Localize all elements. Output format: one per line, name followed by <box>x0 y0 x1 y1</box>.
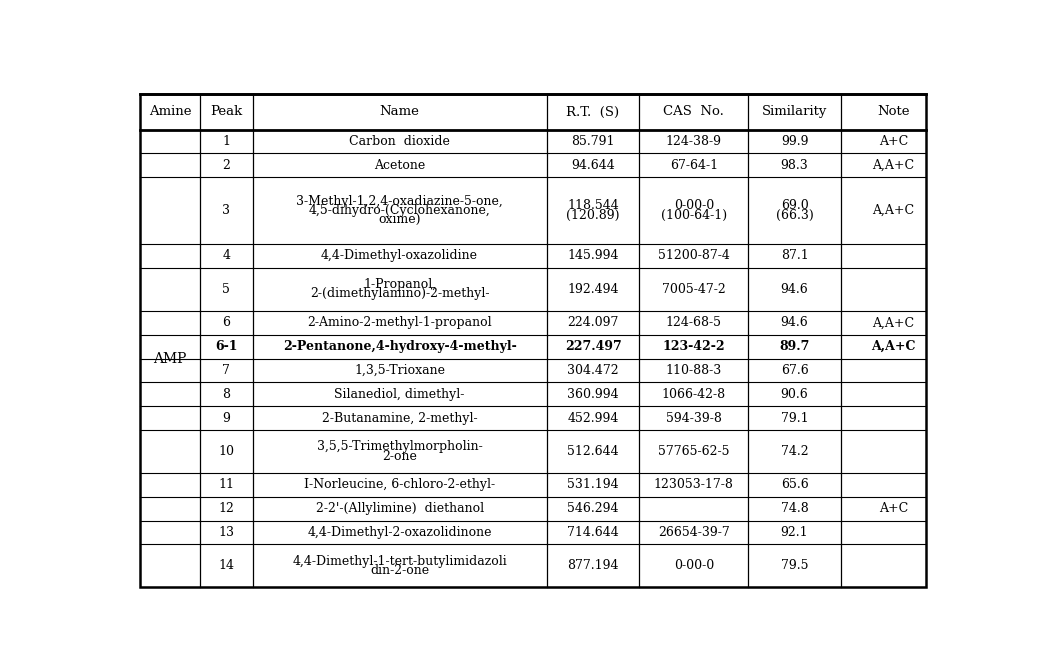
Text: 65.6: 65.6 <box>781 478 808 492</box>
Text: CAS  No.: CAS No. <box>664 105 724 119</box>
Text: 10: 10 <box>218 445 234 458</box>
Text: 74.2: 74.2 <box>781 445 808 458</box>
Text: 57765-62-5: 57765-62-5 <box>658 445 729 458</box>
Text: 3,5,5-Trimethylmorpholin-: 3,5,5-Trimethylmorpholin- <box>317 440 483 454</box>
Text: 85.791: 85.791 <box>571 135 615 148</box>
Text: 118.544: 118.544 <box>567 199 619 213</box>
Text: 79.1: 79.1 <box>781 412 808 424</box>
Text: 531.194: 531.194 <box>567 478 619 492</box>
Text: 3-Methyl-1,2,4-oxadiazine-5-one,: 3-Methyl-1,2,4-oxadiazine-5-one, <box>296 195 503 208</box>
Text: R.T.  (S): R.T. (S) <box>567 105 620 119</box>
Text: A,A+C: A,A+C <box>872 340 915 353</box>
Text: 7: 7 <box>223 364 230 377</box>
Text: 124-38-9: 124-38-9 <box>666 135 722 148</box>
Text: 67-64-1: 67-64-1 <box>670 159 718 172</box>
Text: 224.097: 224.097 <box>568 316 619 329</box>
Text: (100-64-1): (100-64-1) <box>660 209 727 221</box>
Text: 26654-39-7: 26654-39-7 <box>658 526 730 539</box>
Text: A+C: A+C <box>879 135 908 148</box>
Text: 123-42-2: 123-42-2 <box>662 340 725 353</box>
Text: 3: 3 <box>223 204 230 217</box>
Text: 67.6: 67.6 <box>781 364 808 377</box>
Text: A,A+C: A,A+C <box>873 204 914 217</box>
Text: Silanediol, dimethyl-: Silanediol, dimethyl- <box>335 388 465 401</box>
Text: 0-00-0: 0-00-0 <box>674 560 713 572</box>
Text: 124-68-5: 124-68-5 <box>666 316 722 329</box>
Text: 2-Pentanone,4-hydroxy-4-methyl-: 2-Pentanone,4-hydroxy-4-methyl- <box>283 340 517 353</box>
Text: 4,4-Dimethyl-oxazolidine: 4,4-Dimethyl-oxazolidine <box>321 249 478 262</box>
Text: 94.6: 94.6 <box>781 316 808 329</box>
Text: (66.3): (66.3) <box>776 209 813 221</box>
Text: 90.6: 90.6 <box>781 388 808 401</box>
Text: 2-2'-(Allylimine)  diethanol: 2-2'-(Allylimine) diethanol <box>315 502 484 515</box>
Text: I-Norleucine, 6-chloro-2-ethyl-: I-Norleucine, 6-chloro-2-ethyl- <box>304 478 495 492</box>
Text: 92.1: 92.1 <box>781 526 808 539</box>
Text: Similarity: Similarity <box>762 105 827 119</box>
Text: 877.194: 877.194 <box>567 560 619 572</box>
Text: 1: 1 <box>223 135 230 148</box>
Text: 1,3,5-Trioxane: 1,3,5-Trioxane <box>354 364 445 377</box>
Text: 227.497: 227.497 <box>565 340 622 353</box>
Text: 12: 12 <box>218 502 234 515</box>
Text: oxime): oxime) <box>379 213 421 226</box>
Text: Note: Note <box>877 105 910 119</box>
Text: 304.472: 304.472 <box>567 364 619 377</box>
Text: Name: Name <box>380 105 419 119</box>
Text: 7005-47-2: 7005-47-2 <box>661 283 726 296</box>
Text: 2-one: 2-one <box>382 450 417 463</box>
Text: Peak: Peak <box>210 105 242 119</box>
Text: din-2-one: din-2-one <box>370 564 430 577</box>
Text: 5: 5 <box>223 283 230 296</box>
Text: 4: 4 <box>223 249 230 262</box>
Text: 99.9: 99.9 <box>781 135 808 148</box>
Text: 145.994: 145.994 <box>567 249 619 262</box>
Text: 2: 2 <box>223 159 230 172</box>
Text: 13: 13 <box>218 526 234 539</box>
Text: 11: 11 <box>218 478 234 492</box>
Text: 51200-87-4: 51200-87-4 <box>658 249 730 262</box>
Text: A,A+C: A,A+C <box>873 316 914 329</box>
Text: 594-39-8: 594-39-8 <box>666 412 722 424</box>
Text: 94.6: 94.6 <box>781 283 808 296</box>
Text: A+C: A+C <box>879 502 908 515</box>
Text: 452.994: 452.994 <box>568 412 619 424</box>
Text: 14: 14 <box>218 560 234 572</box>
Text: 0-00-0: 0-00-0 <box>674 199 713 213</box>
Text: Acetone: Acetone <box>374 159 425 172</box>
Text: 74.8: 74.8 <box>781 502 808 515</box>
Text: 98.3: 98.3 <box>781 159 808 172</box>
Text: 192.494: 192.494 <box>567 283 619 296</box>
Text: 512.644: 512.644 <box>567 445 619 458</box>
Text: 6-1: 6-1 <box>215 340 237 353</box>
Text: 8: 8 <box>223 388 230 401</box>
Text: 1066-42-8: 1066-42-8 <box>661 388 726 401</box>
Text: AMP: AMP <box>153 352 186 366</box>
Text: 69.0: 69.0 <box>781 199 808 213</box>
Text: 87.1: 87.1 <box>781 249 808 262</box>
Text: 4,4-Dimethyl-1-tert-butylimidazoli: 4,4-Dimethyl-1-tert-butylimidazoli <box>292 555 506 568</box>
Text: 2-Butanamine, 2-methyl-: 2-Butanamine, 2-methyl- <box>321 412 477 424</box>
Text: Carbon  dioxide: Carbon dioxide <box>349 135 450 148</box>
Text: 1-Propanol,: 1-Propanol, <box>363 278 436 291</box>
Text: 2-(dimethylamino)-2-methyl-: 2-(dimethylamino)-2-methyl- <box>310 287 490 301</box>
Text: 2-Amino-2-methyl-1-propanol: 2-Amino-2-methyl-1-propanol <box>307 316 492 329</box>
Text: 123053-17-8: 123053-17-8 <box>654 478 734 492</box>
Text: 89.7: 89.7 <box>779 340 810 353</box>
Text: Amine: Amine <box>149 105 191 119</box>
Text: 546.294: 546.294 <box>567 502 619 515</box>
Text: 4,5-dihydro-(Cyclohexanone,: 4,5-dihydro-(Cyclohexanone, <box>309 204 491 217</box>
Text: 4,4-Dimethyl-2-oxazolidinone: 4,4-Dimethyl-2-oxazolidinone <box>308 526 492 539</box>
Text: A,A+C: A,A+C <box>873 159 914 172</box>
Text: 79.5: 79.5 <box>781 560 808 572</box>
Text: 360.994: 360.994 <box>567 388 619 401</box>
Text: 110-88-3: 110-88-3 <box>666 364 722 377</box>
Text: (120.89): (120.89) <box>567 209 620 221</box>
Text: 94.644: 94.644 <box>571 159 615 172</box>
Text: 9: 9 <box>223 412 230 424</box>
Text: 714.644: 714.644 <box>567 526 619 539</box>
Text: 6: 6 <box>223 316 230 329</box>
